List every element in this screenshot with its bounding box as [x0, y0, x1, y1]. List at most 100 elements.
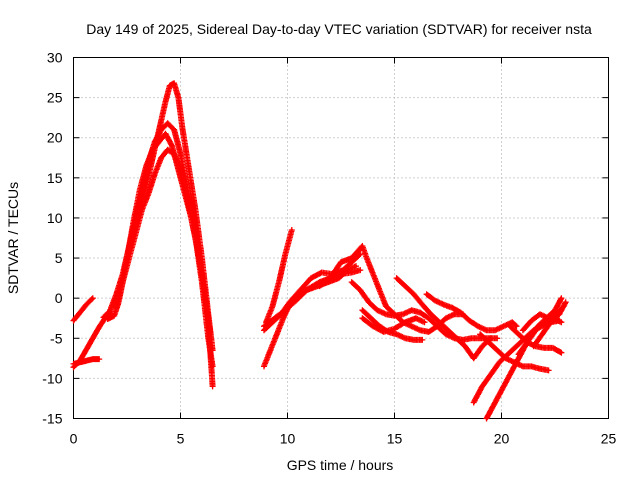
data-point — [404, 337, 407, 340]
x-tick-label: 15 — [387, 431, 403, 447]
data-point — [359, 288, 362, 292]
data-point — [425, 292, 428, 296]
data-point — [294, 299, 298, 302]
data-point — [102, 316, 105, 319]
data-point — [108, 309, 112, 313]
data-point — [543, 346, 546, 350]
data-point — [393, 314, 396, 318]
data-point — [487, 341, 490, 344]
y-tick-label: 5 — [55, 250, 63, 266]
data-point — [299, 288, 302, 292]
data-point — [271, 304, 274, 308]
data-point — [382, 330, 385, 334]
data-point — [489, 337, 492, 340]
x-tick-label: 0 — [70, 431, 78, 447]
data-point — [211, 365, 214, 368]
data-point — [134, 232, 137, 236]
x-tick-label: 20 — [494, 431, 510, 447]
data-point — [97, 357, 101, 361]
data-point — [444, 317, 448, 320]
data-point — [451, 306, 454, 309]
data-point — [493, 401, 497, 404]
data-point — [515, 325, 518, 328]
data-point — [553, 309, 557, 312]
data-point — [493, 329, 497, 332]
data-point — [418, 329, 422, 332]
series-arc-12 — [316, 243, 466, 335]
data-point — [320, 271, 323, 274]
data-point — [72, 319, 75, 322]
data-point — [515, 345, 518, 348]
x-tick-label: 5 — [177, 431, 185, 447]
data-point — [277, 280, 281, 284]
data-point — [547, 369, 550, 372]
data-point — [481, 385, 484, 388]
data-point — [85, 348, 88, 351]
y-tick-label: -15 — [42, 411, 62, 427]
data-point — [187, 168, 191, 172]
data-point — [502, 385, 505, 388]
data-point — [393, 327, 396, 330]
data-point — [164, 132, 167, 135]
data-point — [371, 325, 375, 328]
data-point — [525, 341, 529, 344]
chart-title: Day 149 of 2025, Sidereal Day-to-day VTE… — [86, 21, 592, 37]
data-point — [157, 140, 161, 143]
series-markers — [70, 295, 96, 324]
data-point — [532, 345, 535, 348]
data-point — [140, 208, 144, 212]
data-point — [132, 220, 135, 224]
data-point — [459, 311, 463, 314]
data-point — [112, 314, 116, 318]
data-point — [164, 100, 167, 103]
data-point — [444, 333, 448, 336]
data-point — [384, 313, 388, 316]
data-point — [468, 319, 471, 322]
data-point — [489, 373, 492, 376]
series-arc-4 — [104, 80, 216, 354]
y-tick-label: 0 — [55, 290, 63, 306]
data-point — [421, 338, 424, 342]
y-axis-label: SDTVAR / TECUs — [5, 182, 21, 294]
series-markers — [316, 243, 466, 335]
data-point — [423, 321, 426, 324]
data-point — [361, 244, 364, 248]
data-point — [564, 300, 567, 304]
data-point — [521, 365, 525, 368]
data-point — [472, 401, 475, 404]
data-point — [438, 321, 441, 324]
data-point — [404, 321, 407, 324]
data-point — [106, 317, 109, 321]
data-point — [329, 276, 332, 280]
plot-frame — [73, 57, 609, 419]
data-point — [359, 252, 362, 256]
data-point — [209, 333, 212, 336]
data-point — [558, 313, 561, 316]
data-point — [172, 81, 176, 85]
data-point — [91, 357, 94, 361]
data-point — [540, 333, 544, 336]
data-point — [534, 329, 537, 332]
data-point — [85, 303, 88, 306]
data-point — [551, 346, 555, 350]
data-point — [153, 172, 157, 176]
y-tick-label: 10 — [47, 210, 63, 226]
data-point — [288, 300, 291, 304]
data-point — [359, 268, 362, 272]
data-point — [384, 304, 388, 308]
data-point — [476, 325, 480, 328]
data-point — [395, 333, 398, 336]
data-point — [549, 321, 552, 324]
data-point — [211, 385, 214, 388]
data-point — [371, 272, 375, 276]
data-point — [147, 192, 150, 196]
data-point — [202, 284, 206, 288]
data-point — [378, 288, 381, 292]
data-point — [517, 333, 520, 336]
data-point — [496, 349, 499, 352]
data-point — [78, 311, 82, 314]
data-point — [177, 96, 180, 99]
data-point — [427, 317, 430, 320]
data-point — [181, 128, 184, 131]
